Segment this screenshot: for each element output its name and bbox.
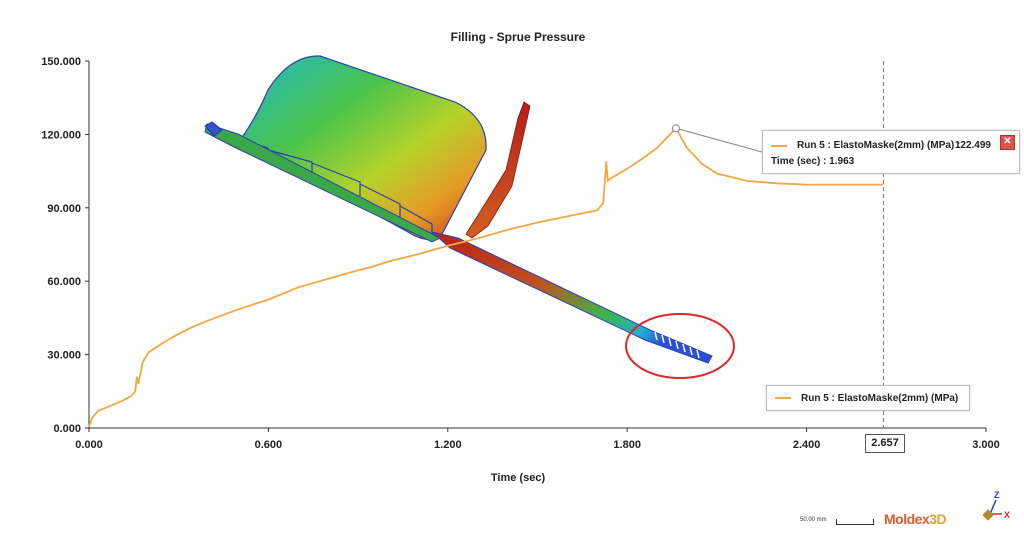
y-tick-label: 120.000 bbox=[41, 129, 81, 141]
y-tick-label: 60.000 bbox=[47, 276, 81, 288]
x-tick-label: 2.400 bbox=[793, 439, 821, 451]
highlight-circle bbox=[625, 313, 735, 379]
annotation-marker[interactable] bbox=[671, 124, 680, 133]
runner-teeth bbox=[654, 331, 700, 359]
x-tick-label: 1.200 bbox=[434, 439, 462, 451]
part-edge-strip bbox=[204, 123, 442, 243]
y-axis-ticks: 0.000 30.000 60.000 90.000 120.000 150.000 bbox=[41, 56, 89, 435]
y-tick-label: 150.000 bbox=[41, 56, 81, 68]
scale-label: 50.00 mm bbox=[800, 517, 827, 523]
tooltip-value: 122.499 bbox=[954, 140, 991, 151]
x-axis-label: Time (sec) bbox=[491, 472, 546, 484]
tooltip-series-swatch bbox=[771, 144, 787, 147]
x-axis-ticks: 0.000 0.600 1.200 1.800 2.400 3.000 bbox=[75, 428, 1000, 451]
scale-bar bbox=[836, 519, 874, 525]
brand-suffix: 3D bbox=[929, 511, 947, 527]
x-tick-label: 0.000 bbox=[75, 439, 103, 451]
close-icon[interactable]: ✕ bbox=[1000, 135, 1015, 150]
x-tick-label: 3.000 bbox=[972, 439, 1000, 451]
part-body bbox=[239, 55, 487, 241]
tooltip-series-label: Run 5 : ElastoMaske(2mm) (MPa) : bbox=[797, 140, 961, 151]
part-tip bbox=[204, 121, 223, 137]
mold-model-illustration bbox=[204, 55, 735, 379]
chart-title: Filling - Sprue Pressure bbox=[451, 30, 586, 44]
part-ribs bbox=[235, 137, 433, 236]
y-tick-label: 90.000 bbox=[47, 203, 81, 215]
axis-z-label: Z bbox=[994, 490, 1000, 500]
runner-bar bbox=[431, 231, 713, 364]
brand-logo: Moldex3D bbox=[884, 511, 947, 527]
axis-x-label: X bbox=[1004, 510, 1010, 520]
cursor-time-badge[interactable]: 2.657 bbox=[865, 434, 905, 453]
annotation-leader-line bbox=[675, 127, 763, 153]
legend-entry: Run 5 : ElastoMaske(2mm) (MPa) bbox=[801, 392, 959, 404]
value-tooltip: Run 5 : ElastoMaske(2mm) (MPa) : 122.499… bbox=[762, 130, 1020, 174]
legend-swatch bbox=[775, 397, 791, 399]
chart-legend: Run 5 : ElastoMaske(2mm) (MPa) bbox=[766, 385, 970, 411]
x-tick-label: 0.600 bbox=[255, 439, 283, 451]
brand-main: Moldex bbox=[884, 511, 930, 527]
axis-triad-icon: Z X bbox=[982, 490, 1010, 521]
y-tick-label: 30.000 bbox=[47, 350, 81, 362]
tooltip-time: Time (sec) : 1.963 bbox=[771, 156, 855, 167]
y-tick-label: 0.000 bbox=[53, 423, 81, 435]
series-line-run5[interactable] bbox=[88, 126, 884, 428]
x-tick-label: 1.800 bbox=[613, 439, 641, 451]
sprue-channel bbox=[465, 101, 531, 239]
